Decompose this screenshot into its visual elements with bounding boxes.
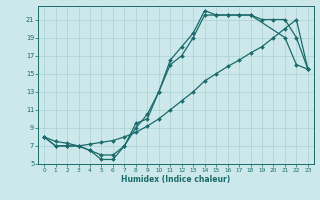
X-axis label: Humidex (Indice chaleur): Humidex (Indice chaleur) bbox=[121, 175, 231, 184]
